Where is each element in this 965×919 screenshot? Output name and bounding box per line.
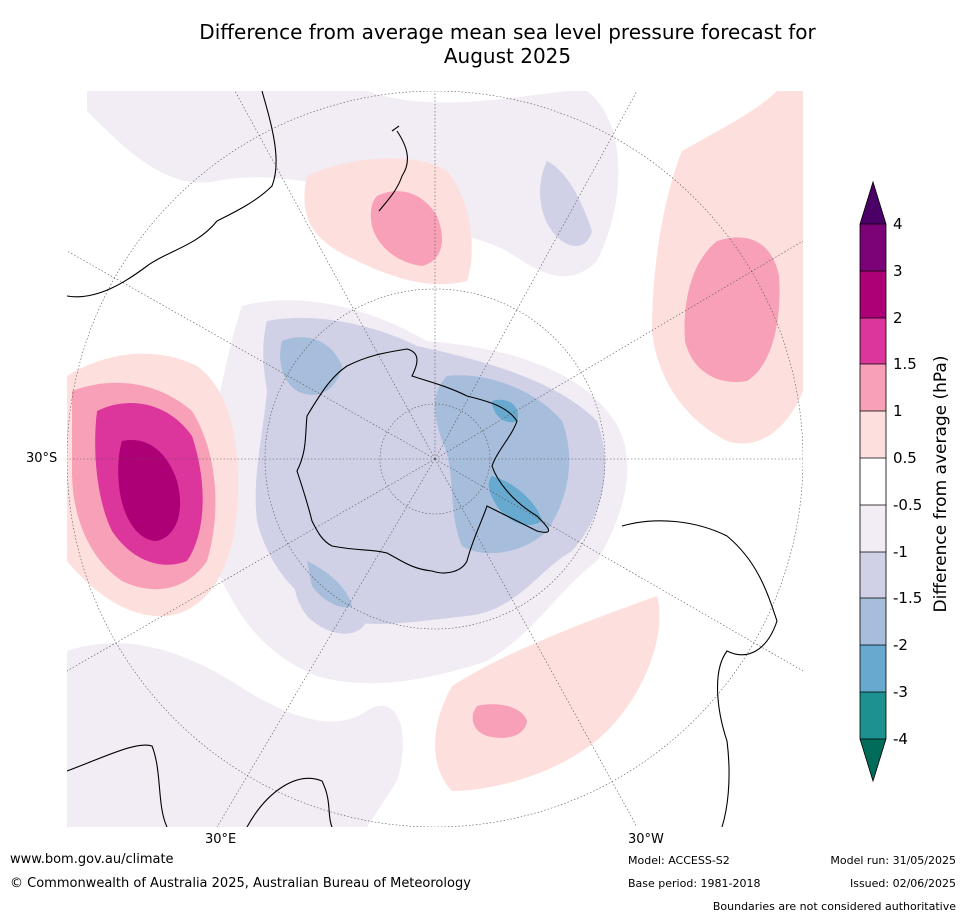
anomaly-p1-south (472, 704, 527, 738)
colorbar-segment-m2-m1.5 (860, 598, 886, 645)
map-canvas (67, 91, 803, 827)
colorbar-segment-1.5-2 (860, 318, 886, 364)
polar-map (67, 91, 803, 827)
disclaimer-text: Boundaries are not considered authoritat… (712, 900, 956, 913)
colorbar (859, 180, 887, 783)
colorbar-segment-m4-m3 (860, 692, 886, 739)
colorbar-title: Difference from average (hPa) (931, 355, 951, 613)
antarctica-coast (296, 348, 549, 574)
colorbar-tick-m3: -3 (893, 683, 908, 701)
australia-coast (67, 91, 277, 298)
map-title: Difference from average mean sea level p… (100, 20, 915, 68)
anomaly-m1-north (540, 161, 592, 246)
longitude-label-30e: 30°E (205, 832, 237, 847)
colorbar-segment-m1.5-m1 (860, 552, 886, 598)
anomaly-p1-east (684, 237, 780, 382)
colorbar-tick-1.5: 1.5 (893, 355, 917, 373)
colorbar-tick-3: 3 (893, 262, 903, 280)
colorbar-tick-1: 1 (893, 402, 903, 420)
longitude-label-30w: 30°W (628, 832, 664, 847)
colorbar-segment-3-4 (860, 224, 886, 271)
website-link[interactable]: www.bom.gov.au/climate (10, 852, 174, 867)
title-line-1: Difference from average mean sea level p… (199, 20, 816, 44)
latitude-label-30s: 30°S (26, 451, 58, 466)
colorbar-segment-m1-m0.5 (860, 505, 886, 552)
colorbar-segment-1-1.5 (860, 364, 886, 411)
anomaly-m2 (492, 399, 518, 423)
anomaly-m2-south (488, 476, 542, 526)
south-america-coast (621, 520, 778, 827)
colorbar-tick-4: 4 (893, 215, 903, 233)
colorbar-segment-2-3 (860, 271, 886, 318)
title-line-2: August 2025 (443, 44, 572, 68)
anomaly-m15-west (280, 337, 342, 395)
colorbar-segment-0.5-1 (860, 411, 886, 458)
issued-info: Issued: 02/06/2025 (849, 877, 956, 890)
colorbar-extend-bottom (860, 739, 886, 781)
colorbar-segment-m3-m2 (860, 645, 886, 692)
coastlines (67, 91, 778, 827)
africa-coast (67, 744, 333, 827)
anomaly-p05-south (435, 596, 660, 791)
copyright-text: © Commonwealth of Australia 2025, Austra… (10, 876, 471, 891)
anomaly-m05-background (67, 643, 403, 827)
anomaly-p2-west (118, 440, 181, 541)
anomaly-p1-nz (370, 191, 442, 266)
new-zealand-coast (378, 125, 408, 212)
colorbar-tick-0.5: 0.5 (893, 449, 917, 467)
colorbar-tick-m2: -2 (893, 636, 908, 654)
model-info: Model: ACCESS-S2 (628, 854, 730, 867)
colorbar-segment-neutral (860, 458, 886, 505)
model-run-info: Model run: 31/05/2025 (830, 854, 956, 867)
colorbar-extend-top (860, 182, 886, 224)
anomaly-m15-south (307, 561, 352, 608)
colorbar-tick-m4: -4 (893, 730, 908, 748)
colorbar-tick-2: 2 (893, 309, 903, 327)
colorbar-tick-m1: -1 (893, 543, 908, 561)
graticule (67, 91, 803, 827)
base-period-info: Base period: 1981-2018 (628, 877, 761, 890)
colorbar-tick-m1.5: -1.5 (893, 589, 923, 607)
colorbar-tick-m0.5: -0.5 (893, 496, 923, 514)
